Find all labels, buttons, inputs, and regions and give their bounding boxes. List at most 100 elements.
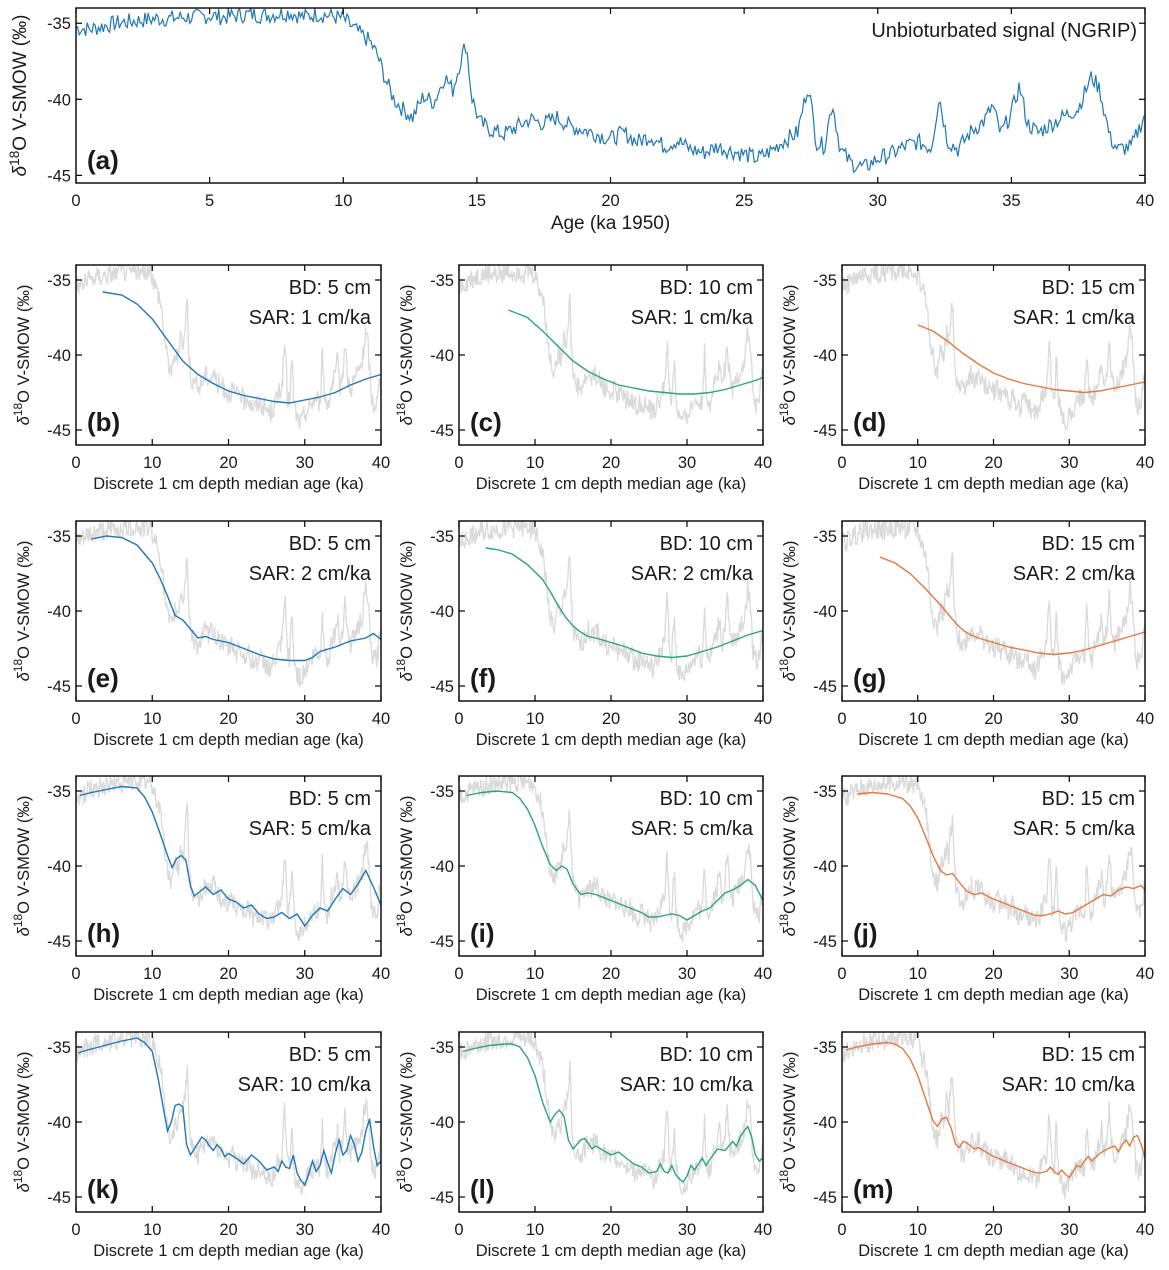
y-tick-label: -45 — [47, 422, 71, 440]
x-tick-label: 30 — [296, 454, 314, 472]
x-tick-label: 40 — [1136, 192, 1154, 210]
series-line — [845, 1041, 1145, 1179]
bd-annotation: BD: 15 cm — [1042, 533, 1135, 555]
series-line — [879, 556, 1145, 656]
x-axis-label: Discrete 1 cm depth median age (ka) — [93, 1242, 364, 1260]
x-axis-label: Discrete 1 cm depth median age (ka) — [476, 986, 747, 1004]
bd-annotation: BD: 5 cm — [289, 788, 371, 810]
x-tick-label: 40 — [372, 454, 390, 472]
x-tick-label: 10 — [334, 192, 352, 210]
x-axis-label: Discrete 1 cm depth median age (ka) — [93, 986, 364, 1004]
x-tick-label: 30 — [1060, 965, 1078, 983]
panel-label: (d) — [853, 407, 886, 437]
y-tick-label: -35 — [430, 528, 454, 546]
panel-label: (l) — [470, 1174, 495, 1204]
y-axis-label: δ18O V-SMOW (‰) — [777, 285, 799, 426]
reference-trace — [842, 1032, 1145, 1200]
x-tick-label: 30 — [869, 192, 887, 210]
x-axis-label: Discrete 1 cm depth median age (ka) — [858, 986, 1129, 1004]
y-axis-label: δ18O V-SMOW (‰) — [394, 1052, 416, 1193]
series-line — [102, 291, 381, 404]
series-line — [76, 8, 1145, 174]
y-tick-label: -35 — [47, 783, 71, 801]
x-tick-label: 20 — [219, 1221, 237, 1239]
x-tick-label: 10 — [909, 710, 927, 728]
y-axis-label: δ18O V-SMOW (‰) — [11, 1052, 33, 1193]
panel-label: (m) — [853, 1174, 893, 1204]
y-axis-label: δ18O V-SMOW (‰) — [7, 15, 31, 177]
sar-annotation: SAR: 2 cm/ka — [249, 563, 372, 585]
y-tick-label: -45 — [47, 678, 71, 696]
panel-i: 0 10 20 30 40 -35 -40 -45 Discrete 1 cm depth me… — [394, 775, 772, 1004]
y-tick-label: -45 — [430, 933, 454, 951]
y-tick-label: -35 — [47, 272, 71, 290]
panel-g: 0 10 20 30 40 -35 -40 -45 Discrete 1 cm depth me… — [777, 520, 1154, 749]
y-tick-label: -40 — [47, 91, 71, 109]
bd-annotation: BD: 5 cm — [289, 277, 371, 299]
x-tick-label: 20 — [984, 454, 1002, 472]
x-tick-label: 40 — [372, 1221, 390, 1239]
y-tick-label: -40 — [47, 603, 71, 621]
x-tick-label: 10 — [909, 454, 927, 472]
y-tick-label: -45 — [813, 1189, 837, 1207]
panel-a: 0 5 10 15 20 25 30 35 40 -35 -40 -45 Age (ka 1950) δ1… — [7, 7, 1154, 234]
y-axis-label: δ18O V-SMOW (‰) — [394, 285, 416, 426]
sar-annotation: SAR: 10 cm/ka — [1002, 1074, 1136, 1096]
sar-annotation: SAR: 1 cm/ka — [1013, 307, 1136, 329]
x-tick-label: 20 — [219, 454, 237, 472]
x-tick-label: 10 — [526, 1221, 544, 1239]
sar-annotation: SAR: 10 cm/ka — [620, 1074, 754, 1096]
bd-annotation: BD: 10 cm — [660, 1044, 753, 1066]
x-tick-label: 0 — [837, 710, 846, 728]
y-tick-label: -40 — [47, 1114, 71, 1132]
x-tick-label: 10 — [143, 710, 161, 728]
sar-annotation: SAR: 5 cm/ka — [1013, 818, 1136, 840]
x-tick-label: 0 — [454, 1221, 463, 1239]
y-tick-label: -40 — [47, 347, 71, 365]
panel-label: (i) — [470, 918, 495, 948]
x-axis-label: Age (ka 1950) — [551, 213, 670, 234]
y-axis-label: δ18O V-SMOW (‰) — [777, 541, 799, 682]
x-tick-label: 30 — [296, 710, 314, 728]
x-tick-label: 10 — [143, 1221, 161, 1239]
x-tick-label: 20 — [984, 1221, 1002, 1239]
bd-annotation: BD: 15 cm — [1042, 1044, 1135, 1066]
x-tick-label: 10 — [909, 965, 927, 983]
y-tick-label: -35 — [813, 272, 837, 290]
x-tick-label: 40 — [372, 965, 390, 983]
x-tick-label: 30 — [296, 965, 314, 983]
sar-annotation: SAR: 1 cm/ka — [631, 307, 754, 329]
series-line — [79, 785, 381, 928]
x-tick-label: 0 — [837, 1221, 846, 1239]
y-tick-label: -45 — [813, 678, 837, 696]
panel-label: (g) — [853, 663, 886, 693]
y-tick-label: -45 — [430, 678, 454, 696]
series-line — [857, 791, 1145, 917]
panel-label: (h) — [87, 918, 120, 948]
x-tick-label: 20 — [219, 965, 237, 983]
series-line — [466, 790, 763, 921]
bd-annotation: BD: 5 cm — [289, 533, 371, 555]
x-tick-label: 0 — [454, 454, 463, 472]
y-tick-label: -45 — [430, 1189, 454, 1207]
panel-e: 0 10 20 30 40 -35 -40 -45 Discrete 1 cm depth me… — [11, 520, 390, 749]
series-line — [485, 547, 763, 659]
x-tick-label: 40 — [754, 454, 772, 472]
series-line — [508, 309, 763, 395]
reference-trace — [842, 776, 1145, 943]
x-axis-label: Discrete 1 cm depth median age (ka) — [93, 731, 364, 749]
series-line — [462, 1043, 763, 1184]
series-line — [91, 535, 381, 662]
panel-m: 0 10 20 30 40 -35 -40 -45 Discrete 1 cm depth me… — [777, 1031, 1154, 1260]
bd-annotation: BD: 10 cm — [660, 788, 753, 810]
bd-annotation: BD: 10 cm — [660, 277, 753, 299]
y-tick-label: -45 — [47, 1189, 71, 1207]
y-tick-label: -35 — [813, 783, 837, 801]
y-tick-label: -35 — [47, 1039, 71, 1057]
y-axis-label: δ18O V-SMOW (‰) — [777, 796, 799, 937]
y-tick-label: -40 — [813, 858, 837, 876]
panel-h: 0 10 20 30 40 -35 -40 -45 Discrete 1 cm depth me… — [11, 775, 390, 1004]
x-tick-label: 20 — [602, 1221, 620, 1239]
y-tick-label: -40 — [430, 1114, 454, 1132]
